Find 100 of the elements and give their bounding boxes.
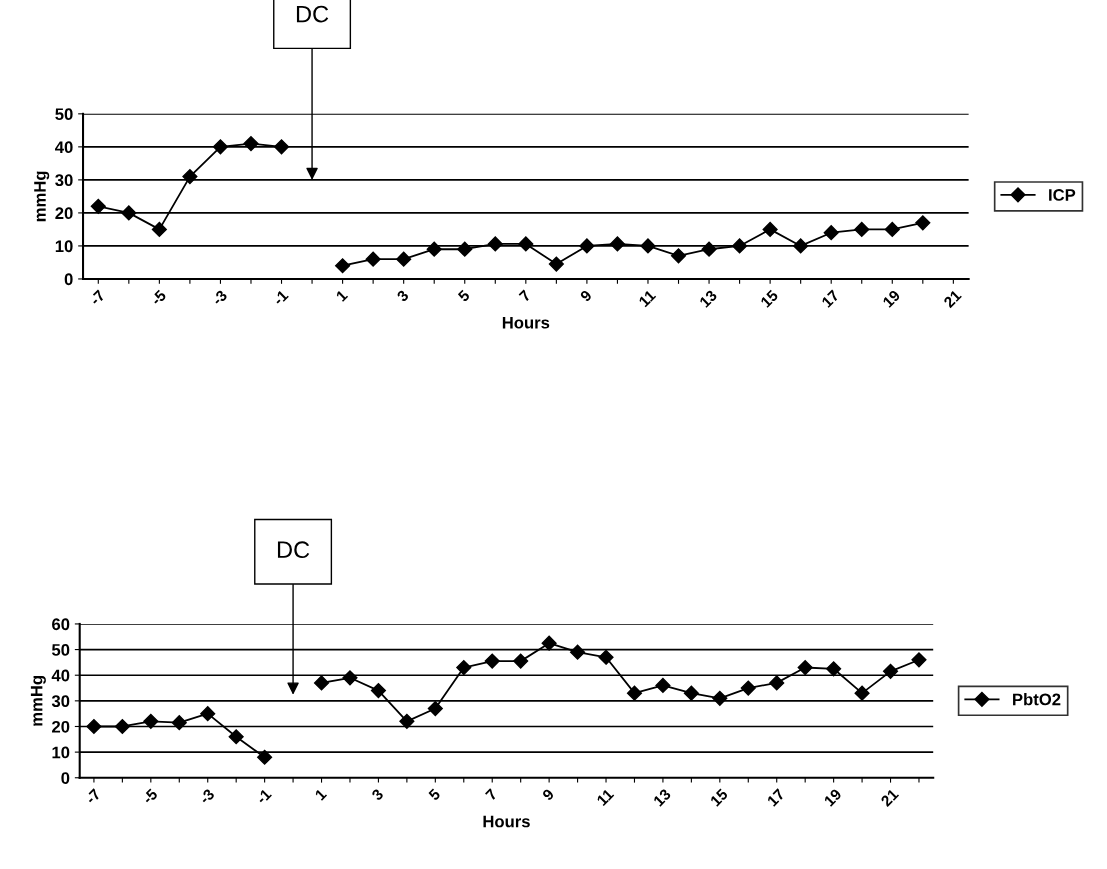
point: [854, 221, 870, 237]
y-tick-label: 40: [51, 669, 70, 682]
y-tick-label: 0: [64, 273, 73, 286]
x-tick-label: 11: [596, 788, 615, 807]
x-tick-label: -1: [272, 289, 289, 306]
point: [797, 659, 813, 676]
point: [701, 241, 717, 257]
point: [86, 718, 102, 735]
point: [365, 251, 381, 267]
point: [487, 236, 503, 252]
text: DC: [277, 541, 310, 559]
point: [609, 236, 626, 252]
x-tick-label: 21: [942, 289, 962, 309]
x-tick-label: 5: [457, 289, 471, 303]
point: [313, 675, 330, 691]
y-tick-label: 60: [52, 618, 70, 631]
y-tick-label: 0: [61, 772, 70, 784]
x-tick-label: -5: [141, 788, 159, 805]
point: [826, 661, 842, 677]
point: [854, 685, 870, 701]
x-tick-label: 1: [335, 289, 349, 302]
x-tick-label: 17: [821, 289, 840, 308]
x-tick-label: -3: [211, 289, 228, 306]
legend-label: ICP: [1049, 189, 1076, 201]
x-tick-label: 13: [698, 289, 718, 308]
point: [769, 675, 785, 691]
point: [762, 221, 778, 237]
point: [370, 683, 386, 699]
point: [426, 241, 442, 257]
x-tick-label: 3: [396, 289, 410, 303]
point: [273, 139, 290, 155]
x-tick-label: -1: [255, 788, 272, 805]
y-axis-title: mmHg: [34, 171, 50, 222]
point: [200, 706, 216, 722]
point: [640, 238, 656, 254]
x-tick-label: 9: [541, 788, 555, 802]
point: [257, 749, 273, 765]
x-tick-label: 17: [766, 788, 786, 807]
x-tick-label: 15: [760, 289, 779, 308]
point: [740, 680, 756, 696]
x-tick-label: 3: [370, 788, 384, 802]
y-tick-label: 10: [52, 746, 70, 759]
legend-label: PbtO2: [1013, 693, 1061, 706]
y-tick-label: 10: [55, 240, 73, 253]
point: [712, 690, 728, 706]
y-tick-label: 50: [51, 643, 70, 656]
point: [548, 256, 564, 272]
point: [598, 649, 614, 665]
x-tick-label: 7: [485, 788, 498, 801]
point: [915, 215, 931, 231]
point: [143, 713, 159, 729]
point: [884, 221, 900, 237]
point: [399, 713, 415, 729]
point: [182, 169, 198, 185]
x-axis-title: Hours: [483, 815, 530, 828]
point: [121, 205, 137, 221]
point: [823, 225, 839, 241]
point: [911, 652, 927, 668]
x-tick-label: 9: [579, 289, 593, 303]
x-axis-title: Hours: [502, 316, 550, 329]
point: [626, 685, 643, 701]
x-tick-label: -5: [150, 289, 167, 306]
point: [456, 659, 472, 676]
point: [243, 135, 259, 152]
x-tick-label: 13: [652, 788, 672, 807]
point: [212, 139, 229, 155]
point: [732, 238, 748, 254]
x-tick-label: 21: [880, 788, 900, 807]
point: [793, 238, 809, 254]
x-tick-label: 11: [638, 289, 657, 308]
x-tick-label: -7: [89, 289, 106, 306]
y-axis-title: mmHg: [30, 676, 46, 726]
point: [171, 715, 187, 731]
y-tick-label: 30: [55, 174, 73, 187]
point: [396, 251, 412, 267]
point: [882, 663, 899, 679]
x-tick-label: 1: [314, 788, 328, 801]
point: [655, 677, 671, 694]
point: [457, 241, 473, 257]
x-tick-label: 15: [709, 788, 729, 807]
point: [427, 700, 443, 717]
point: [484, 653, 500, 669]
x-tick-label: 19: [882, 289, 901, 308]
point: [151, 221, 167, 237]
point: [513, 653, 529, 669]
y-tick-label: 40: [55, 141, 73, 154]
x-tick-label: 7: [518, 289, 532, 303]
point: [570, 644, 586, 660]
point: [335, 258, 351, 274]
point: [114, 718, 130, 735]
x-tick-label: 19: [823, 788, 843, 807]
x-tick-label: 5: [428, 788, 441, 802]
point: [90, 198, 106, 214]
y-tick-label: 30: [51, 695, 70, 708]
point: [518, 236, 534, 252]
x-tick-label: -7: [84, 788, 102, 805]
point: [579, 238, 595, 254]
point: [670, 248, 687, 264]
y-tick-label: 20: [55, 207, 73, 220]
text: DC: [296, 5, 329, 23]
